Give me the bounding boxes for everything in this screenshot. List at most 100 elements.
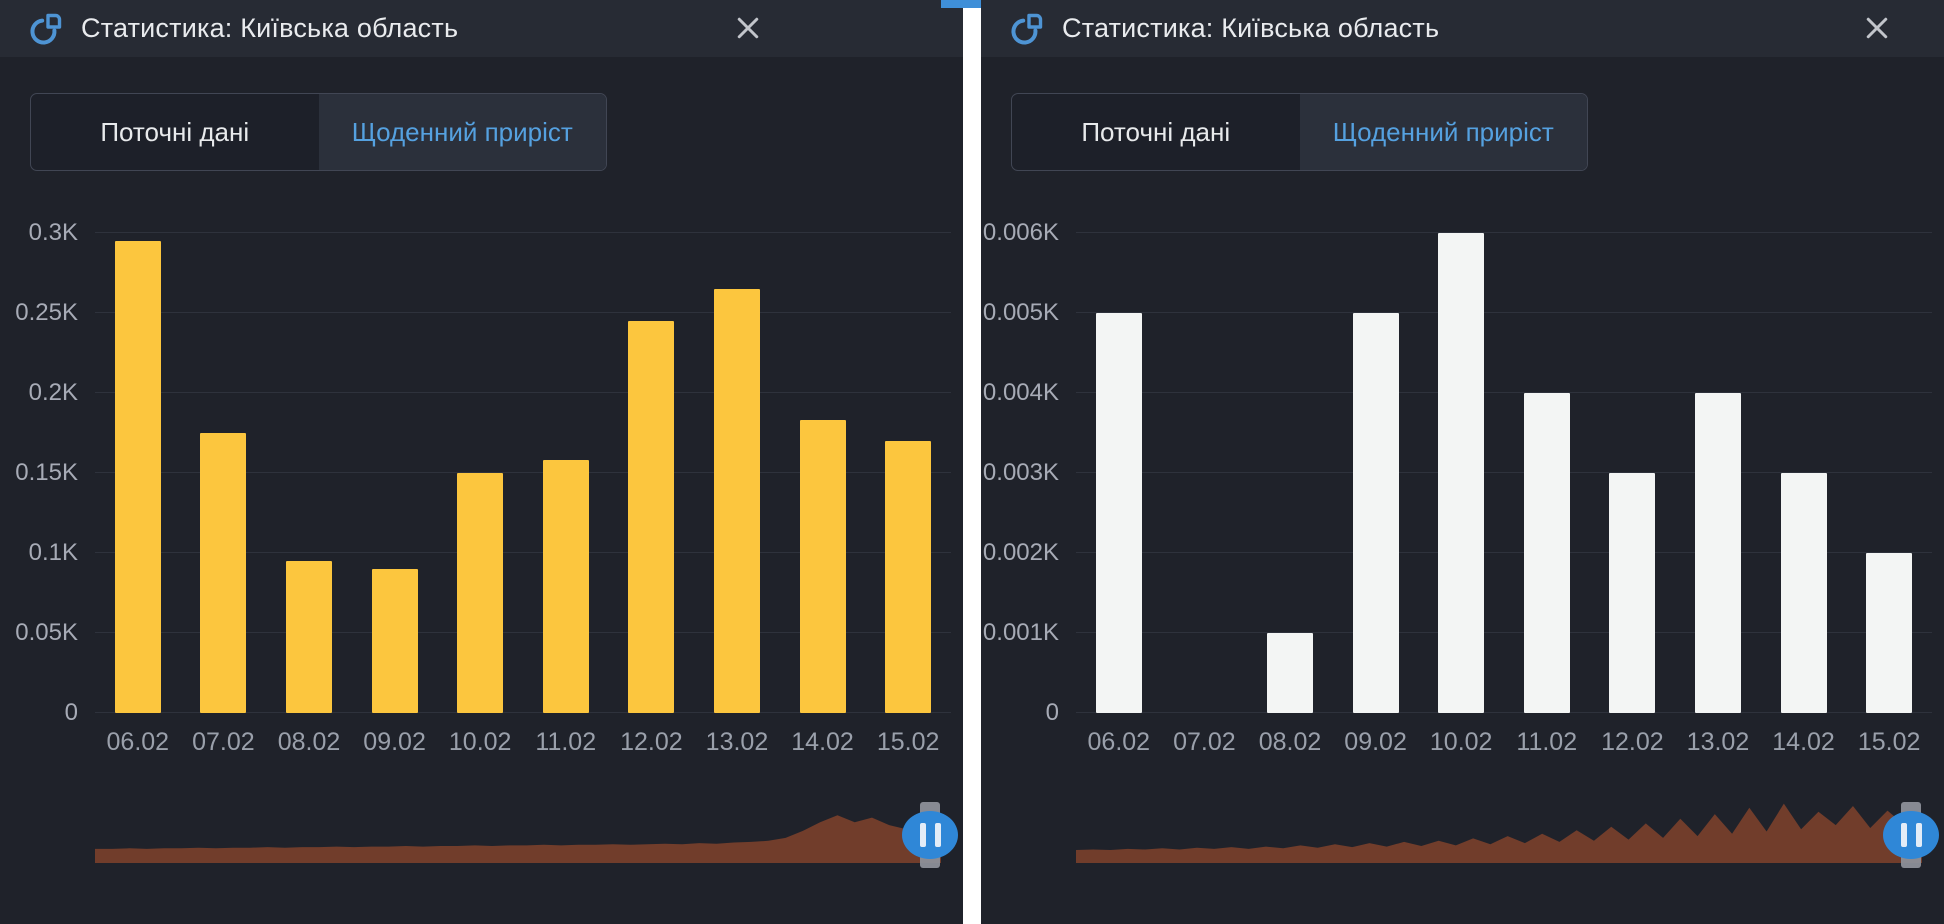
bar-13.02[interactable] <box>1694 393 1741 713</box>
x-axis-labels: 06.02 07.02 08.02 09.02 10.02 11.02 12.02 13.02… <box>95 728 951 757</box>
panel-header: Статистика: Київська область <box>0 0 963 57</box>
bar-slot <box>609 233 695 713</box>
y-axis-labels: 0 0.001K 0.002K 0.003K 0.004K 0.005K 0.006K <box>981 219 1059 726</box>
x-tick-label: 10.02 <box>1429 728 1493 756</box>
y-tick-label: 0.2K <box>28 379 78 407</box>
x-tick-label: 09.02 <box>363 728 426 756</box>
bars <box>1076 233 1932 713</box>
pause-bar-left <box>919 823 926 847</box>
bar-slot <box>437 233 523 713</box>
timeline-scrubber[interactable] <box>1076 793 1939 868</box>
y-axis-labels: 0 0.05K 0.1K 0.15K 0.2K 0.25K 0.3K <box>0 219 78 726</box>
gridline <box>95 312 951 313</box>
x-tick-label: 13.02 <box>705 728 769 756</box>
panel-header: Статистика: Київська область <box>981 0 1944 57</box>
x-tick-label: 14.02 <box>1772 728 1835 756</box>
x-tick-label: 09.02 <box>1344 728 1407 756</box>
scrubber-handle[interactable] <box>1883 798 1939 878</box>
panel-divider <box>941 0 983 924</box>
gridline <box>1076 312 1932 313</box>
y-tick-label: 0 <box>1045 699 1059 726</box>
x-tick-label: 12.02 <box>1601 728 1664 756</box>
x-tick-label: 13.02 <box>1686 728 1750 756</box>
bar-14.02[interactable] <box>799 420 846 713</box>
bar-11.02[interactable] <box>1523 393 1570 713</box>
bar-06.02[interactable] <box>114 241 161 713</box>
bar-slot <box>1162 233 1248 713</box>
bar-12.02[interactable] <box>1609 473 1656 713</box>
bar-07.02[interactable] <box>200 433 247 713</box>
bars <box>95 233 951 713</box>
bar-slot <box>523 233 609 713</box>
scrubber-handle[interactable] <box>902 798 958 878</box>
plot-area <box>95 232 951 713</box>
bar-09.02[interactable] <box>371 569 418 713</box>
gridline <box>95 232 951 233</box>
bar-08.02[interactable] <box>285 561 332 713</box>
tab-group: Поточні дані Щоденний приріст <box>1011 93 1588 171</box>
tab-current-data[interactable]: Поточні дані <box>100 116 250 147</box>
bar-13.02[interactable] <box>713 289 760 713</box>
pause-icon[interactable] <box>902 811 958 859</box>
x-tick-label: 14.02 <box>791 728 854 756</box>
panel-title: Статистика: Київська область <box>81 13 459 43</box>
tab-daily-increase[interactable]: Щоденний приріст <box>1299 94 1587 170</box>
bar-slot <box>1247 233 1333 713</box>
x-tick-label: 15.02 <box>876 728 940 756</box>
close-icon[interactable] <box>1862 13 1892 43</box>
bar-slot <box>266 233 352 713</box>
tab-daily-increase[interactable]: Щоденний приріст <box>318 94 606 170</box>
y-tick-label: 0.1K <box>28 539 78 567</box>
bar-15.02[interactable] <box>1866 553 1913 713</box>
bar-09.02[interactable] <box>1352 313 1399 713</box>
close-icon[interactable] <box>733 13 763 43</box>
pie-chart-icon <box>1011 13 1043 45</box>
pie-chart-icon <box>30 13 62 45</box>
y-tick-label: 0.001K <box>982 619 1059 647</box>
bar-15.02[interactable] <box>885 441 932 713</box>
y-tick-label: 0.003K <box>982 459 1059 486</box>
y-tick-label: 0.004K <box>982 379 1059 407</box>
pause-bar-right <box>1915 823 1922 847</box>
bar-slot <box>865 233 951 713</box>
bar-slot <box>1761 233 1847 713</box>
timeline-area-chart <box>1076 803 1922 863</box>
x-tick-label: 08.02 <box>1258 728 1322 756</box>
y-tick-label: 0.25K <box>15 299 78 326</box>
x-tick-label: 07.02 <box>1173 728 1236 756</box>
y-tick-label: 0.006K <box>982 219 1059 246</box>
bar-06.02[interactable] <box>1095 313 1142 713</box>
gridline <box>95 392 951 394</box>
bar-11.02[interactable] <box>542 460 589 713</box>
timeline-scrubber[interactable] <box>95 793 958 868</box>
plot-area <box>1076 232 1932 713</box>
y-tick-label: 0.002K <box>982 539 1059 567</box>
bar-slot <box>694 233 780 713</box>
bar-slot <box>780 233 866 713</box>
gridline <box>1076 392 1932 394</box>
bar-slot <box>352 233 438 713</box>
x-tick-label: 10.02 <box>448 728 512 756</box>
x-tick-label: 12.02 <box>620 728 683 756</box>
x-tick-label: 06.02 <box>1087 728 1151 756</box>
tab-group: Поточні дані Щоденний приріст <box>30 93 607 171</box>
bar-slot <box>1675 233 1761 713</box>
bar-14.02[interactable] <box>1780 473 1827 713</box>
y-tick-label: 0.005K <box>982 299 1059 326</box>
bar-08.02[interactable] <box>1266 633 1313 713</box>
x-tick-label: 06.02 <box>106 728 170 756</box>
y-tick-label: 0 <box>64 699 78 726</box>
tab-current-data[interactable]: Поточні дані <box>1081 116 1231 147</box>
bar-10.02[interactable] <box>1438 233 1485 713</box>
y-tick-label: 0.15K <box>15 459 78 486</box>
pause-icon[interactable] <box>1883 811 1939 859</box>
bar-slot <box>1846 233 1932 713</box>
bar-slot <box>95 233 181 713</box>
bar-10.02[interactable] <box>457 473 504 713</box>
statistics-panel-left: Статистика: Київська область Поточні дан… <box>0 0 963 924</box>
panel-title: Статистика: Київська область <box>1062 13 1440 43</box>
y-tick-label: 0.3K <box>28 219 78 246</box>
x-axis-labels: 06.02 07.02 08.02 09.02 10.02 11.02 12.02 13.02… <box>1076 728 1932 757</box>
bar-12.02[interactable] <box>628 321 675 713</box>
